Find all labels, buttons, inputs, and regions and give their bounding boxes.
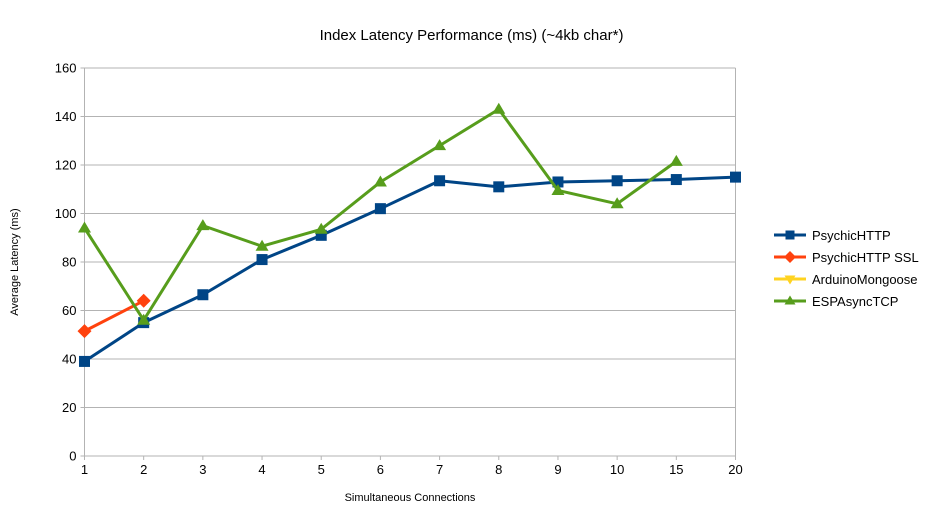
marker-square xyxy=(611,175,623,187)
marker-square xyxy=(315,229,327,241)
marker-square xyxy=(670,174,682,186)
legend-label: PsychicHTTP xyxy=(812,227,891,243)
y-tick-label: 0 xyxy=(69,449,76,464)
marker-diamond xyxy=(77,324,92,339)
legend-item-ArduinoMongoose: ArduinoMongoose xyxy=(774,268,919,290)
x-tick-label: 10 xyxy=(610,462,624,477)
chart-title: Index Latency Performance (ms) (~4kb cha… xyxy=(319,27,624,44)
x-tick-label: 7 xyxy=(436,462,443,477)
y-tick-label: 120 xyxy=(55,158,77,173)
series-line xyxy=(83,107,678,322)
marker-triangle-up xyxy=(137,313,151,325)
y-tick-label: 60 xyxy=(62,303,76,318)
series-PsychicHTTP xyxy=(79,171,741,367)
marker-square xyxy=(256,254,268,266)
marker-triangle-up xyxy=(314,222,328,234)
x-tick-label: 4 xyxy=(258,462,265,477)
y-tick-label: 100 xyxy=(55,206,77,221)
x-tick-label: 9 xyxy=(554,462,561,477)
marker-diamond xyxy=(136,293,151,308)
legend-item-PsychicHTTP-SSL: PsychicHTTP SSL xyxy=(774,246,919,268)
marker-triangle-up xyxy=(784,295,796,305)
marker-square xyxy=(434,175,446,187)
marker-square xyxy=(552,176,564,188)
y-tick-label: 140 xyxy=(55,109,77,124)
x-tick-label: 6 xyxy=(377,462,384,477)
chart-legend: PsychicHTTP PsychicHTTP SSL ArduinoMongoos… xyxy=(774,224,919,312)
marker-triangle-up xyxy=(492,102,506,114)
marker-triangle-up xyxy=(610,197,624,209)
marker-triangle-up xyxy=(433,139,447,151)
series-ESPAsyncTCP xyxy=(78,102,683,325)
x-axis-title: Simultaneous Connections xyxy=(344,492,476,504)
x-tick-label: 5 xyxy=(318,462,325,477)
x-tick-label: 3 xyxy=(199,462,206,477)
marker-triangle-up xyxy=(255,239,269,251)
marker-square xyxy=(493,181,505,193)
x-tick-label: 15 xyxy=(669,462,683,477)
legend-label: ESPAsyncTCP xyxy=(812,293,899,309)
series-line xyxy=(83,175,736,363)
marker-square xyxy=(785,230,795,240)
marker-square xyxy=(374,203,386,215)
marker-triangle-up xyxy=(373,175,387,187)
marker-triangle-down xyxy=(784,275,796,285)
legend-item-PsychicHTTP: PsychicHTTP xyxy=(774,224,919,246)
legend-item-ESPAsyncTCP: ESPAsyncTCP xyxy=(774,290,919,312)
marker-square xyxy=(730,171,741,183)
y-tick-label: 20 xyxy=(62,400,76,415)
legend-marker-diamond-icon xyxy=(774,251,806,263)
marker-square xyxy=(197,289,209,301)
y-tick-label: 40 xyxy=(62,352,76,367)
y-tick-label: 160 xyxy=(55,61,77,76)
marker-triangle-up xyxy=(78,221,91,233)
legend-marker-triangle-up-icon xyxy=(774,295,806,305)
legend-label: ArduinoMongoose xyxy=(812,271,918,287)
x-tick-label: 8 xyxy=(495,462,502,477)
y-tick-label: 80 xyxy=(62,255,76,270)
marker-triangle-up xyxy=(551,183,565,195)
marker-square xyxy=(79,355,90,367)
marker-triangle-up xyxy=(196,219,210,231)
x-tick-label: 20 xyxy=(728,462,742,477)
x-tick-label: 1 xyxy=(81,462,88,477)
legend-label: PsychicHTTP SSL xyxy=(812,249,919,265)
legend-marker-triangle-down-icon xyxy=(774,275,806,285)
legend-marker-square-icon xyxy=(774,230,806,240)
marker-diamond xyxy=(784,251,796,263)
x-tick-label: 2 xyxy=(140,462,147,477)
marker-triangle-up xyxy=(669,154,683,166)
